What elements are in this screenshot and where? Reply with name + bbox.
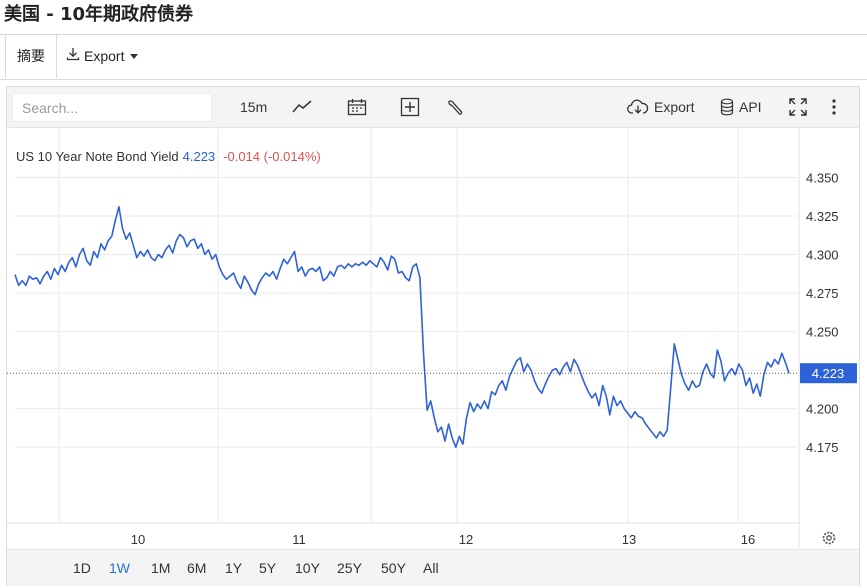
y-tick-label: 4.275	[806, 286, 839, 301]
legend-last-value: 4.223	[182, 149, 216, 164]
range-button-1m[interactable]: 1M	[151, 560, 171, 576]
range-button-6m[interactable]: 6M	[187, 560, 207, 576]
search-input[interactable]	[12, 93, 212, 122]
x-tick-label: 13	[622, 532, 636, 547]
range-button-10y[interactable]: 10Y	[295, 560, 320, 576]
export-menu-button[interactable]: Export	[66, 35, 139, 78]
range-button-1y[interactable]: 1Y	[225, 560, 243, 576]
calendar-icon[interactable]	[347, 87, 367, 127]
last-value-label: 4.223	[812, 366, 845, 381]
range-button-50y[interactable]: 50Y	[381, 560, 406, 576]
tab-summary[interactable]: 摘要	[5, 35, 57, 79]
more-options-icon[interactable]	[831, 87, 837, 127]
range-button-1d[interactable]: 1D	[73, 560, 91, 576]
range-button-all[interactable]: All	[423, 560, 439, 576]
chart-svg[interactable]: 4.1754.2004.2254.2504.2754.3004.3254.350…	[7, 128, 859, 548]
chart-panel: 15m Export API	[6, 86, 860, 586]
add-indicator-icon[interactable]	[400, 87, 420, 127]
x-tick-label: 16	[741, 532, 755, 547]
export-menu-label: Export	[84, 48, 125, 64]
chart-export-button[interactable]: Export	[627, 87, 694, 127]
legend-series-name: US 10 Year Note Bond Yield	[16, 149, 179, 164]
interval-selector[interactable]: 15m	[240, 99, 268, 115]
y-tick-label: 4.325	[806, 209, 839, 224]
chart-toolbar: 15m Export API	[7, 87, 859, 128]
y-tick-label: 4.350	[806, 170, 839, 185]
range-selector: 1D 1W 1M 6M 1Y 5Y 10Y 25Y 50Y All	[7, 549, 859, 586]
x-tick-label: 11	[292, 532, 306, 547]
chart-area: 4.1754.2004.2254.2504.2754.3004.3254.350…	[7, 128, 859, 548]
range-button-5y[interactable]: 5Y	[259, 560, 277, 576]
gear-icon[interactable]	[822, 531, 836, 545]
wrench-icon[interactable]	[446, 87, 464, 127]
caret-down-icon	[130, 54, 139, 59]
last-value-tag	[800, 363, 857, 384]
y-tick-label: 4.200	[806, 402, 839, 417]
range-button-25y[interactable]: 25Y	[337, 560, 362, 576]
cloud-download-icon	[627, 99, 649, 115]
line-chart-type-icon[interactable]	[291, 87, 313, 127]
chart-legend: US 10 Year Note Bond Yield 4.223 -0.014 (-…	[16, 149, 321, 164]
api-button[interactable]: API	[720, 87, 762, 127]
tab-bar: 摘要 Export	[0, 35, 867, 80]
fullscreen-icon[interactable]	[788, 87, 808, 127]
range-button-1w[interactable]: 1W	[109, 560, 130, 576]
api-label: API	[739, 99, 762, 115]
y-tick-label: 4.300	[806, 248, 839, 263]
x-tick-label: 10	[131, 532, 145, 547]
legend-change: -0.014 (-0.014%)	[223, 149, 321, 164]
series-line	[14, 206, 790, 448]
chart-export-label: Export	[654, 99, 695, 115]
x-tick-label: 12	[459, 532, 473, 547]
download-icon	[66, 35, 80, 78]
title-divider	[0, 34, 867, 35]
y-tick-label: 4.175	[806, 440, 839, 455]
y-tick-label: 4.250	[806, 325, 839, 340]
page-title: 美国 - 10年期政府债券	[4, 4, 194, 25]
database-icon	[720, 98, 734, 116]
